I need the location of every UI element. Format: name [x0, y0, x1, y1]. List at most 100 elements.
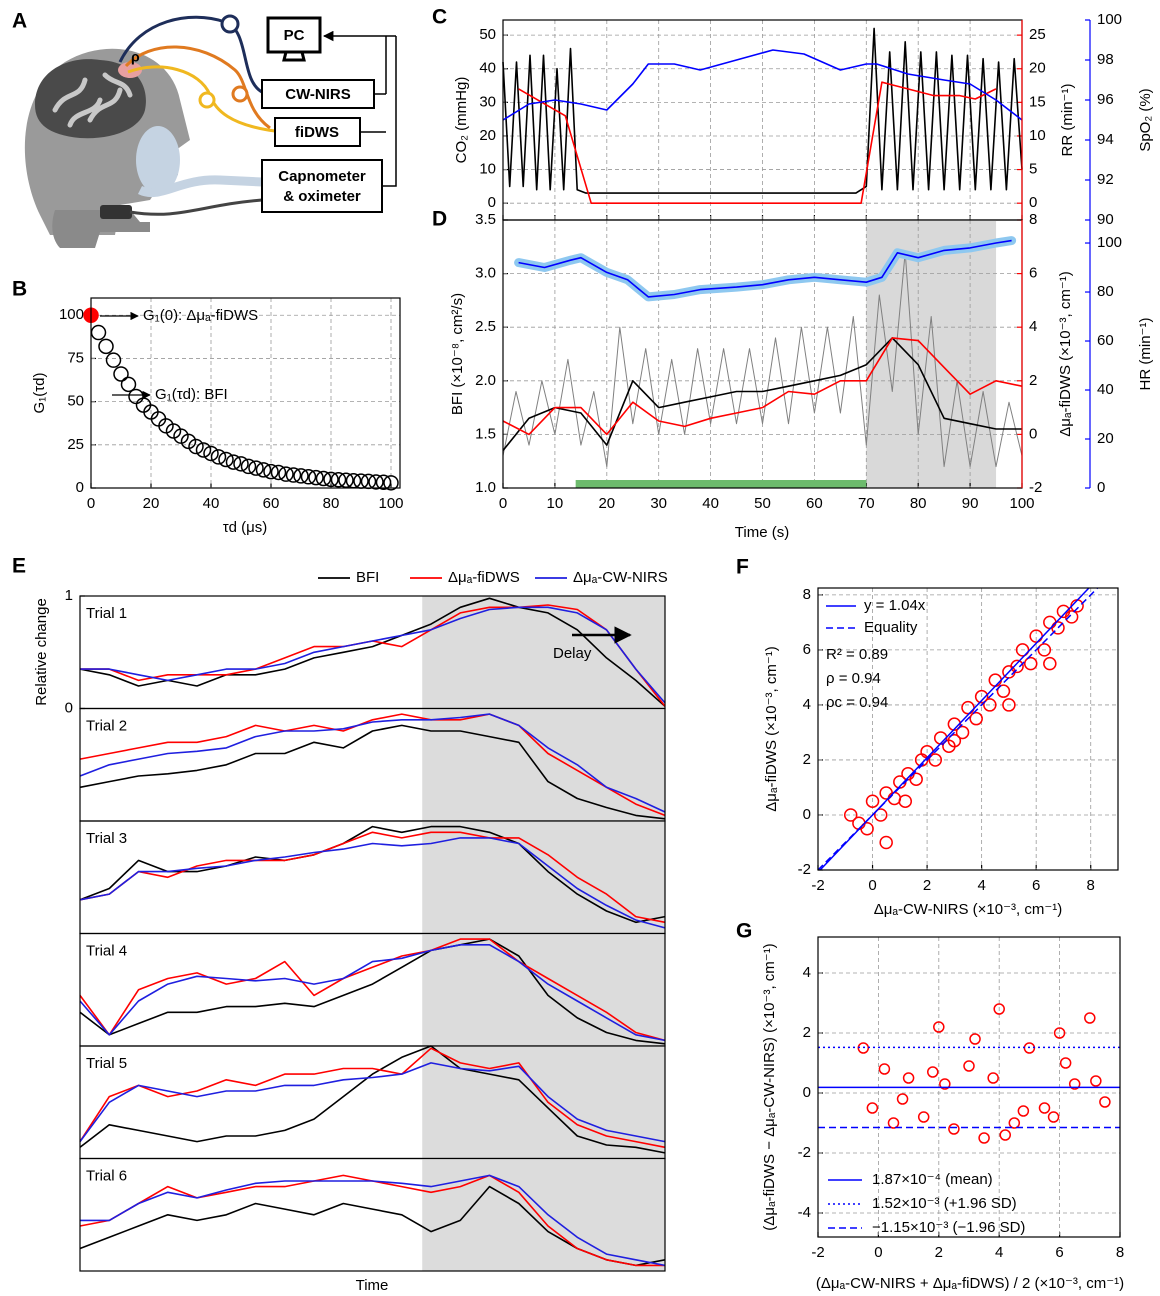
x-tick-label: 100	[378, 495, 403, 512]
data-point	[1068, 1078, 1081, 1090]
data-point	[1002, 698, 1016, 712]
trial-label: Trial 6	[86, 1167, 127, 1184]
x-tick-label: 10	[547, 495, 564, 512]
y-tick-label: 25	[1029, 26, 1046, 43]
finger-sensor	[100, 205, 132, 219]
data-point	[270, 464, 287, 481]
x-axis-label: τd (μs)	[223, 519, 268, 536]
trial-label: Trial 5	[86, 1055, 127, 1072]
y-tick-label: 4	[803, 964, 811, 981]
trial-label: Trial 2	[86, 717, 127, 734]
y-tick-label: -2	[798, 861, 811, 878]
y-tick-label: 15	[1029, 93, 1046, 110]
data-point	[323, 471, 339, 488]
data-point	[909, 772, 923, 786]
y-tick-label: 1.5	[475, 425, 496, 442]
node-box	[261, 159, 383, 213]
x-tick-label: 30	[650, 495, 667, 512]
data-point	[285, 467, 302, 483]
y-tick-label: 2.5	[475, 318, 496, 335]
series-line	[79, 1185, 666, 1267]
data-point	[961, 700, 975, 715]
y-tick-label: 0	[1029, 425, 1037, 442]
data-point	[120, 376, 137, 393]
y-tick-label: -4	[798, 1204, 811, 1221]
pc-monitor	[266, 16, 322, 54]
x-tick-label: 8	[1087, 877, 1095, 894]
x-tick-label: 60	[806, 495, 823, 512]
pc-stand	[282, 51, 306, 62]
node-label: & oximeter	[283, 188, 361, 205]
y-tick-label: -2	[798, 1144, 811, 1161]
data-point	[98, 338, 114, 355]
series-line	[79, 597, 666, 707]
data-point	[843, 808, 858, 822]
series-line	[502, 337, 1022, 452]
y-tick-label: 2	[1029, 372, 1037, 389]
legend-label: 1.87×10⁻⁴ (mean)	[872, 1171, 993, 1188]
x-axis-label: Time	[356, 1277, 389, 1294]
data-point	[927, 1066, 939, 1078]
data-point	[1070, 599, 1084, 613]
data-point	[974, 689, 989, 704]
data-point	[255, 462, 272, 478]
y-tick-label: 4	[1029, 318, 1037, 335]
panel-label: D	[432, 208, 447, 231]
x-tick-label: 2	[935, 1244, 943, 1261]
data-point	[210, 449, 227, 465]
hand	[52, 210, 151, 248]
mask	[136, 126, 180, 194]
x-axis-label: (Δμₐ-CW-NIRS + Δμₐ-fiDWS) / 2 (×10⁻³, cm…	[816, 1275, 1124, 1292]
annotation: G₁(τd): BFI	[155, 386, 228, 403]
data-point	[917, 1111, 930, 1123]
y-tick-label: 8	[803, 586, 811, 603]
panel-a: A ρ PC CW-NIRS fiDWS Capnometer & oximet…	[12, 10, 397, 248]
y-tick-label: 75	[67, 349, 84, 366]
y-tick-label: 6	[1029, 265, 1037, 282]
y-tick-label: 98	[1097, 51, 1114, 68]
data-point	[1010, 659, 1024, 674]
y-tick-label: 90	[1097, 211, 1114, 228]
x-tick-label: 70	[858, 495, 875, 512]
data-point	[902, 1072, 915, 1084]
x-tick-label: 4	[977, 877, 985, 894]
plot-frame	[79, 1157, 666, 1272]
y-tick-label: 6	[803, 641, 811, 658]
y-tick-label: 94	[1097, 131, 1114, 148]
y-tick-label: 96	[1097, 91, 1114, 108]
trial-label: Trial 4	[86, 942, 127, 959]
panel-label: G	[736, 920, 752, 943]
data-point	[1047, 1111, 1060, 1123]
data-point	[263, 463, 279, 480]
series-line	[518, 239, 1012, 298]
data-point	[1043, 656, 1057, 671]
y-tick-label: 1.0	[475, 479, 496, 496]
plot-frame	[90, 297, 401, 489]
legend-label: 1.52×10⁻³ (+1.96 SD)	[872, 1195, 1017, 1212]
y-tick-label: 2	[803, 751, 811, 768]
series-line	[502, 337, 1023, 436]
x-tick-label: 80	[323, 495, 340, 512]
x-tick-label: 0	[874, 1244, 882, 1261]
series-line	[502, 27, 1023, 194]
series-line	[79, 1047, 666, 1149]
x-tick-label: 20	[598, 495, 615, 512]
legend-label: Δμₐ-fiDWS	[448, 569, 520, 586]
data-point	[218, 451, 234, 468]
annotation: Delay	[553, 645, 592, 662]
data-point	[1023, 656, 1038, 671]
data-point	[188, 438, 204, 455]
data-point	[90, 324, 107, 341]
node-label: CW-NIRS	[285, 86, 351, 103]
data-point	[866, 1102, 879, 1114]
series-line	[518, 81, 997, 204]
y-axis-label: (Δμₐ-fiDWS − Δμₐ-CW-NIRS) (×10⁻³, cm⁻¹)	[761, 943, 778, 1230]
x-tick-label: 2	[923, 877, 931, 894]
data-point	[852, 816, 866, 830]
x-tick-label: 90	[962, 495, 979, 512]
data-point	[278, 466, 294, 482]
data-point	[878, 1063, 891, 1075]
data-point	[105, 352, 122, 368]
data-point	[1051, 621, 1065, 635]
node-label: fiDWS	[295, 124, 339, 141]
